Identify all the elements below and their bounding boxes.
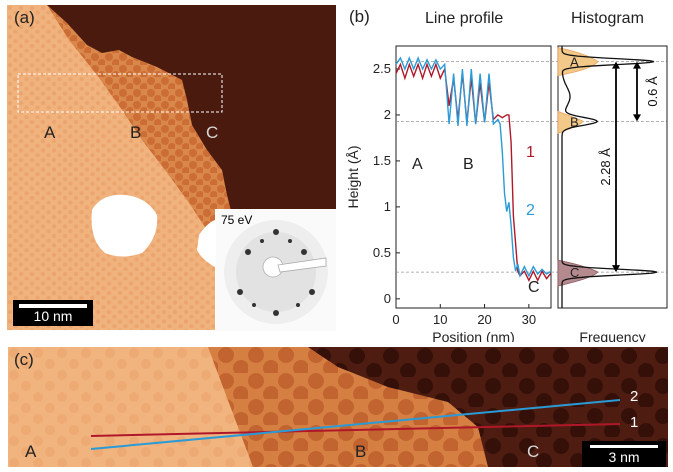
hist-peak-label-c: C [570,265,579,280]
curve-label-1: 1 [526,144,535,161]
panel-c-label: (c) [14,350,34,369]
panel-c-line-label-2: 2 [630,388,639,405]
series-line-2 [395,56,552,279]
curve-label-2: 2 [526,202,535,219]
profile-plot-frame [395,45,552,309]
y-tick-label: 0 [384,291,391,306]
stm-image-c [8,347,668,467]
histogram-frame [557,45,668,309]
hist-peak-label-a: A [570,55,579,70]
profile-line-1 [90,423,621,437]
arrow-2-28-head-bottom [612,265,620,273]
y-tick-label: 1 [384,199,391,214]
hist-x-axis-label: Frequency [579,329,645,342]
panel-a [7,5,336,330]
annotation-0-6: 0.6 Å [645,76,660,107]
y-tick-label: 0.5 [373,245,391,260]
x-tick-label: 10 [433,312,447,327]
x-tick-label: 0 [392,312,399,327]
profile-region-a: A [412,156,423,173]
scalebar-c: 3 nm [582,441,666,467]
leed-energy-label: 75 eV [221,213,253,227]
panel-a-region-a: A [44,123,56,142]
profile-region-b: B [463,156,474,173]
scalebar-a: 10 nm [13,300,93,326]
panel-a-label: (a) [14,8,35,27]
profile-figure: 0 10 20 30 0 0.5 1 1.5 2 2.5 Position (nm) Height (… [345,45,668,342]
arrow-2-28-head-top [612,61,620,69]
panel-a-region-b: B [130,123,142,142]
profile-line-2 [90,399,621,450]
stm-image-a [7,5,336,330]
panel-c [8,347,668,467]
profile-region-c: C [528,279,540,296]
arrow-0-6-head-top [633,61,641,69]
histogram-plot: A B C 2.28 Å 0.6 Å Frequency [557,45,668,342]
y-tick-label: 2 [384,107,391,122]
panel-c-region-c: C [527,442,540,461]
annotation-2-28: 2.28 Å [598,148,613,186]
scalebar-c-label: 3 nm [608,449,640,465]
arrow-0-6-head-bottom [633,114,641,122]
x-tick-label: 30 [522,312,536,327]
panel-c-region-b: B [355,442,367,461]
histogram-title: Histogram [571,10,644,27]
hist-peak-label-b: B [570,114,579,129]
y-tick-label: 2.5 [373,61,391,76]
panel-c-region-a: A [25,442,37,461]
x-tick-label: 20 [477,312,491,327]
histogram-curve [561,46,658,308]
y-axis-label: Height (Å) [345,145,361,208]
line-profile-plot: 0 10 20 30 0 0.5 1 1.5 2 2.5 Position (nm) Height (… [345,45,667,342]
panel-b-label: (b) [349,7,370,26]
line-profile-title: Line profile [425,10,504,27]
panel-c-line-label-1: 1 [630,414,639,431]
profile-region-box [17,73,223,113]
x-axis-label: Position (nm) [432,329,514,342]
y-tick-label: 1.5 [373,153,391,168]
leed-inset: 75 eV [215,209,337,332]
series-line-1 [395,62,552,283]
scalebar-a-label: 10 nm [33,308,73,324]
panel-a-region-c: C [206,123,219,142]
